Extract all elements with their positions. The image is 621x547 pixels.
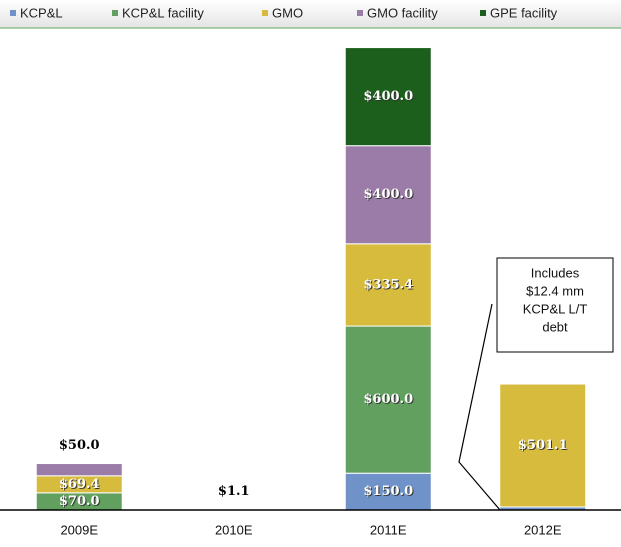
annotation-line: KCP&L L/T bbox=[523, 301, 588, 316]
value-label: $400.0 bbox=[363, 89, 413, 104]
legend-label: GPE facility bbox=[490, 5, 558, 20]
bar-segment bbox=[344, 243, 432, 327]
legend-swatch bbox=[262, 10, 268, 16]
value-label: $1.1 bbox=[218, 484, 250, 499]
legend-label: KCP&L bbox=[20, 5, 63, 20]
bar-segment bbox=[344, 145, 432, 245]
x-tick-label: 2009E bbox=[60, 522, 98, 537]
value-label-shadow: $501.1 bbox=[519, 439, 569, 454]
value-label: $335.4 bbox=[363, 277, 413, 292]
legend-swatch bbox=[10, 10, 16, 16]
value-label: $600.0 bbox=[363, 392, 413, 407]
value-label: $150.0 bbox=[363, 484, 413, 499]
value-label-shadow: $400.0 bbox=[364, 188, 414, 203]
annotation-arrow bbox=[458, 303, 501, 511]
x-tick-label: 2012E bbox=[524, 522, 562, 537]
value-label-shadow: $335.4 bbox=[364, 278, 414, 293]
x-tick-label: 2010E bbox=[215, 522, 253, 537]
bar-segment bbox=[499, 383, 587, 508]
value-label-shadow: $600.0 bbox=[364, 393, 414, 408]
annotation: Includes $12.4 mm KCP&L L/T debt bbox=[523, 265, 588, 334]
annotation-line: debt bbox=[542, 319, 568, 334]
legend-label: KCP&L facility bbox=[122, 5, 204, 20]
legend-swatch bbox=[112, 10, 118, 16]
value-label: $70.0 bbox=[59, 494, 100, 509]
value-label-shadow: $400.0 bbox=[364, 90, 414, 105]
legend-label: GMO facility bbox=[367, 5, 438, 20]
legend-label: GMO bbox=[272, 5, 303, 20]
bar-segment bbox=[344, 47, 432, 147]
bar-segment bbox=[344, 325, 432, 474]
legend-swatch bbox=[480, 10, 486, 16]
bars: $70.0$70.0$69.4$69.4$50.0$1.1 $150.0$150.… bbox=[35, 47, 587, 511]
value-label: $501.1 bbox=[518, 438, 568, 453]
annotation-box bbox=[496, 257, 614, 353]
x-tick-label: 2011E bbox=[370, 522, 407, 537]
legend-band bbox=[0, 0, 621, 28]
legend-swatch bbox=[357, 10, 363, 16]
annotation-line: $12.4 mm bbox=[526, 283, 584, 298]
value-label: $50.0 bbox=[59, 438, 100, 453]
value-label-shadow: $69.4 bbox=[60, 478, 101, 493]
bar-segment bbox=[35, 463, 123, 477]
value-label-shadow: $70.0 bbox=[60, 495, 101, 510]
value-label: $400.0 bbox=[363, 187, 413, 202]
annotation-line: Includes bbox=[531, 265, 580, 280]
value-label-shadow: $150.0 bbox=[364, 485, 414, 500]
legend: KCP&L KCP&L facility GMO GMO facility GPE fa… bbox=[10, 5, 558, 20]
value-label: $69.4 bbox=[59, 477, 100, 492]
